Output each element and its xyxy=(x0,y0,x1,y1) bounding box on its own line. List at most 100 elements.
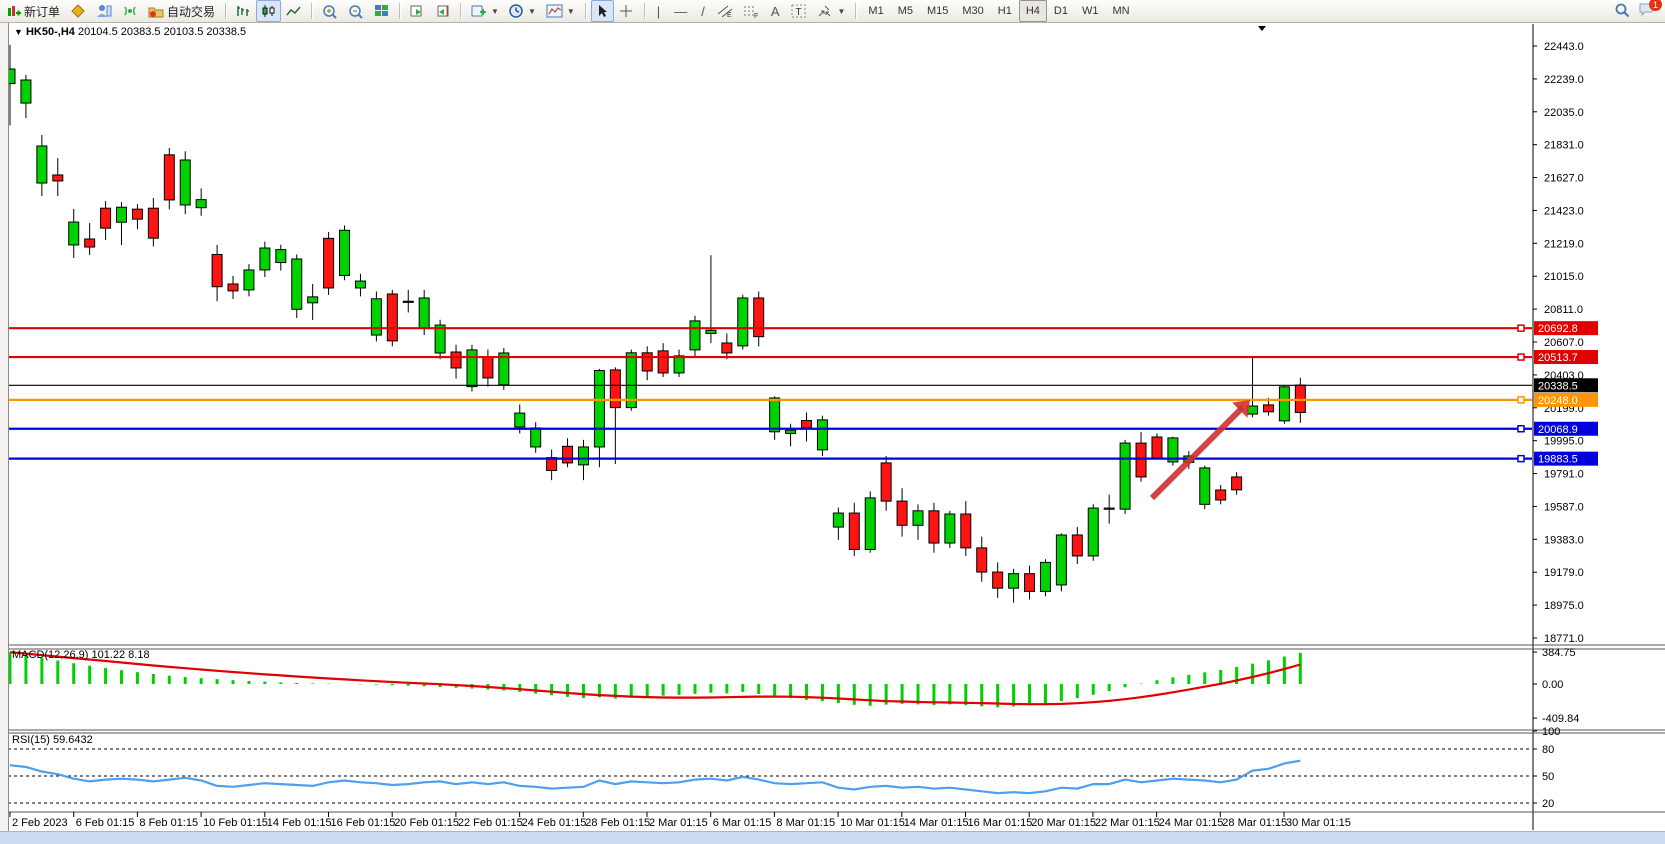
tf-W1[interactable]: W1 xyxy=(1081,5,1099,17)
template-button[interactable]: ▼ xyxy=(541,0,580,22)
svg-text:28 Feb 01:15: 28 Feb 01:15 xyxy=(585,817,650,829)
svg-text:20607.0: 20607.0 xyxy=(1544,337,1584,349)
tf-M30[interactable]: M30 xyxy=(962,5,984,17)
new-chart-button[interactable]: ▼ xyxy=(466,0,504,22)
toolbar-separator xyxy=(855,3,857,19)
svg-text:22239.0: 22239.0 xyxy=(1544,74,1584,86)
svg-text:E: E xyxy=(727,12,732,18)
new-order-icon xyxy=(7,4,21,18)
hline-icon: — xyxy=(674,3,688,19)
collapse-triangle-icon[interactable]: ▼ xyxy=(14,27,23,37)
market-watch-button[interactable] xyxy=(65,0,91,22)
svg-text:14 Mar 01:15: 14 Mar 01:15 xyxy=(904,817,969,829)
svg-text:20811.0: 20811.0 xyxy=(1544,304,1583,316)
search-icon[interactable] xyxy=(1614,2,1630,21)
bar-chart-button[interactable] xyxy=(231,0,256,22)
svg-text:21015.0: 21015.0 xyxy=(1544,271,1584,283)
toolbar-separator xyxy=(311,3,313,19)
chevron-down-icon: ▼ xyxy=(527,6,536,16)
channel-tool[interactable]: E xyxy=(712,0,738,22)
chart-title: ▼ HK50-,H4 20104.5 20383.5 20103.5 20338… xyxy=(14,26,246,38)
autotrade-label: 自动交易 xyxy=(167,4,216,19)
tf-M5[interactable]: M5 xyxy=(897,5,913,17)
toolbar-separator xyxy=(643,3,645,19)
window-bottom-strip xyxy=(0,831,1665,844)
svg-text:30 Mar 01:15: 30 Mar 01:15 xyxy=(1286,817,1351,829)
svg-text:18771.0: 18771.0 xyxy=(1544,633,1584,645)
arrows-tool[interactable]: ▼ xyxy=(812,0,850,22)
tile-windows-button[interactable] xyxy=(369,0,394,22)
current-bar-marker xyxy=(1258,26,1266,31)
chart-shift-button[interactable] xyxy=(430,0,455,22)
autotrade-button[interactable]: 自动交易 xyxy=(143,0,220,22)
svg-text:19791.0: 19791.0 xyxy=(1544,469,1584,481)
annotation-arrow xyxy=(1149,404,1246,501)
toolbar-separator xyxy=(399,3,401,19)
svg-text:19883.5: 19883.5 xyxy=(1538,454,1578,466)
tf-D1[interactable]: D1 xyxy=(1053,5,1068,17)
candlestick-chart-button[interactable] xyxy=(256,0,282,22)
vertical-line-tool[interactable]: | xyxy=(650,0,667,22)
auto-scroll-button[interactable] xyxy=(405,0,430,22)
text-label-tool[interactable]: T xyxy=(786,0,812,22)
svg-text:50: 50 xyxy=(1542,771,1554,783)
tf-M15[interactable]: M15 xyxy=(926,5,949,17)
chart-symbol-period: HK50-,H4 xyxy=(25,26,75,38)
svg-text:20338.5: 20338.5 xyxy=(1538,380,1578,392)
svg-text:10 Feb 01:15: 10 Feb 01:15 xyxy=(203,817,268,829)
tf-M1[interactable]: M1 xyxy=(868,5,884,17)
svg-text:20068.9: 20068.9 xyxy=(1538,424,1578,436)
svg-text:24 Mar 01:15: 24 Mar 01:15 xyxy=(1159,817,1224,829)
svg-text:21219.0: 21219.0 xyxy=(1544,238,1584,250)
svg-text:28 Mar 01:15: 28 Mar 01:15 xyxy=(1222,817,1287,829)
text-tool[interactable]: A xyxy=(764,0,787,22)
chat-icon[interactable]: 1 xyxy=(1638,0,1662,20)
new-order-button[interactable]: 新订单 xyxy=(2,0,65,22)
text-a-icon: A xyxy=(770,3,780,19)
svg-text:19995.0: 19995.0 xyxy=(1544,436,1584,448)
svg-text:8 Feb 01:15: 8 Feb 01:15 xyxy=(139,817,198,829)
timeframe-group: M1 M5 M15 M30 H1 H4 D1 W1 MN xyxy=(859,0,1138,22)
signal-icon xyxy=(122,4,138,18)
macd-indicator-label: MACD(12,26,9) 101.22 8.18 xyxy=(12,649,150,661)
tf-MN[interactable]: MN xyxy=(1112,5,1130,17)
zoom-out-button[interactable] xyxy=(343,0,369,22)
accounts-button[interactable] xyxy=(91,0,117,22)
trendline-icon: / xyxy=(701,3,705,19)
tf-H4[interactable]: H4 xyxy=(1018,0,1047,22)
toolbar-separator xyxy=(460,3,462,19)
svg-text:20 Feb 01:15: 20 Feb 01:15 xyxy=(394,817,459,829)
svg-text:0.00: 0.00 xyxy=(1542,679,1563,691)
zoom-in-button[interactable] xyxy=(317,0,343,22)
svg-text:14 Feb 01:15: 14 Feb 01:15 xyxy=(267,817,332,829)
trendline-tool[interactable]: / xyxy=(694,0,712,22)
macd-layer xyxy=(8,651,1302,708)
crosshair-button[interactable] xyxy=(614,0,639,22)
signal-button[interactable] xyxy=(117,0,143,22)
line-chart-button[interactable] xyxy=(281,0,306,22)
tf-H1[interactable]: H1 xyxy=(997,5,1012,17)
svg-text:19383.0: 19383.0 xyxy=(1544,534,1584,546)
period-button[interactable]: ▼ xyxy=(504,0,541,22)
svg-text:2 Mar 01:15: 2 Mar 01:15 xyxy=(649,817,708,829)
svg-text:384.75: 384.75 xyxy=(1542,647,1576,659)
toolbar-separator xyxy=(584,3,586,19)
horizontal-line-tool[interactable]: — xyxy=(667,0,694,22)
svg-text:22443.0: 22443.0 xyxy=(1544,41,1584,53)
cursor-button[interactable] xyxy=(590,0,614,22)
person-chart-icon xyxy=(96,4,112,18)
svg-text:16 Feb 01:15: 16 Feb 01:15 xyxy=(331,817,396,829)
svg-text:22 Feb 01:15: 22 Feb 01:15 xyxy=(458,817,523,829)
svg-text:20: 20 xyxy=(1542,798,1554,810)
svg-text:8 Mar 01:15: 8 Mar 01:15 xyxy=(776,817,835,829)
svg-text:6 Feb 01:15: 6 Feb 01:15 xyxy=(76,817,135,829)
svg-text:10 Mar 01:15: 10 Mar 01:15 xyxy=(840,817,905,829)
new-order-label: 新订单 xyxy=(24,4,61,19)
chart-ohlc-values: 20104.5 20383.5 20103.5 20338.5 xyxy=(77,26,247,38)
diamond-icon xyxy=(70,4,86,18)
svg-text:16 Mar 01:15: 16 Mar 01:15 xyxy=(968,817,1033,829)
rsi-line xyxy=(9,759,1301,795)
fibonacci-tool[interactable]: F xyxy=(738,0,764,22)
chevron-down-icon: ▼ xyxy=(837,6,846,16)
